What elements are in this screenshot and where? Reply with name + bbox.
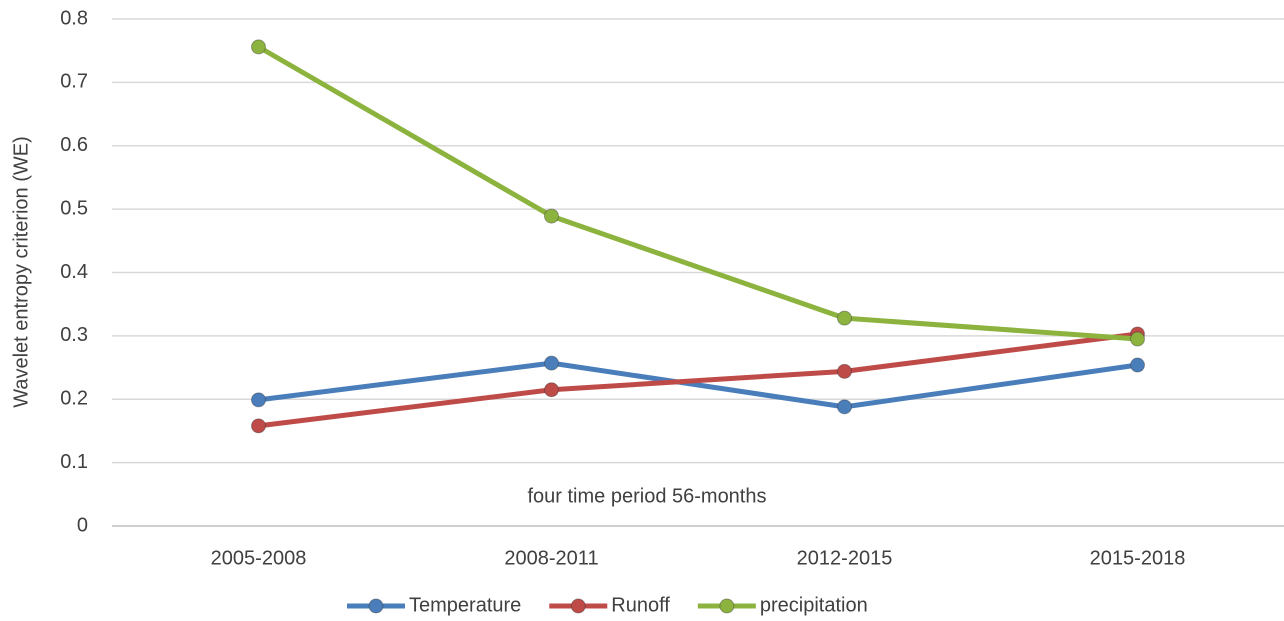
x-tick-label: 2005-2008 [211,547,307,569]
legend-label: precipitation [760,594,868,616]
y-tick-label: 0.5 [60,197,88,219]
legend-marker [570,598,586,614]
y-tick-label: 0.2 [60,388,88,410]
x-axis-label: four time period 56-months [527,485,766,507]
line [257,44,1138,342]
marker [1130,331,1145,347]
y-axis-label: Wavelet entropy criterion (WE) [10,136,32,408]
marker [837,363,852,379]
x-tick-label: 2015-2018 [1090,547,1186,569]
marker [544,208,559,224]
marker [1130,357,1145,373]
legend-marker [368,598,384,614]
y-tick-label: 0.7 [60,71,88,93]
y-tick-label: 0.8 [60,7,88,29]
marker [544,355,559,371]
legend-label: Temperature [409,594,521,616]
marker [837,310,852,326]
marker [251,392,266,408]
legend-label: Runoff [611,594,670,616]
marker [837,399,852,415]
y-tick-label: 0.4 [60,261,88,283]
line [258,360,1138,410]
legend-marker [719,598,735,614]
y-tick-label: 0.3 [60,324,88,346]
x-tick-label: 2012-2015 [797,547,893,569]
x-tick-label: 2008-2011 [504,547,598,569]
y-tick-label: 0 [77,514,88,536]
y-tick-label: 0.6 [60,134,88,156]
y-tick-label: 0.1 [60,451,88,473]
line [258,331,1138,429]
marker [251,39,266,55]
marker [251,418,266,434]
marker [544,382,559,398]
